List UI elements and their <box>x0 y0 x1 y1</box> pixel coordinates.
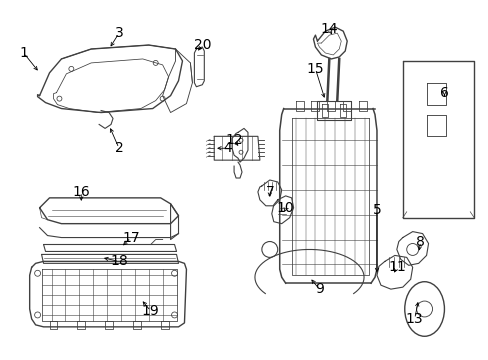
Text: 4: 4 <box>224 141 232 155</box>
Text: 18: 18 <box>110 255 127 268</box>
Text: 15: 15 <box>306 62 324 76</box>
Text: 7: 7 <box>265 185 274 199</box>
Text: 12: 12 <box>225 133 243 147</box>
Text: 13: 13 <box>405 312 423 326</box>
Text: 9: 9 <box>314 282 323 296</box>
Text: 14: 14 <box>320 22 338 36</box>
Text: 5: 5 <box>372 203 381 217</box>
Text: 20: 20 <box>193 38 211 52</box>
Text: 16: 16 <box>72 185 90 199</box>
Text: 6: 6 <box>439 86 448 100</box>
Text: 8: 8 <box>415 234 424 248</box>
Text: 1: 1 <box>19 46 28 60</box>
Text: 19: 19 <box>142 304 159 318</box>
Text: 10: 10 <box>276 201 294 215</box>
Text: 11: 11 <box>387 260 405 274</box>
Text: 3: 3 <box>114 26 123 40</box>
Text: 17: 17 <box>122 230 140 244</box>
Text: 2: 2 <box>114 141 123 155</box>
